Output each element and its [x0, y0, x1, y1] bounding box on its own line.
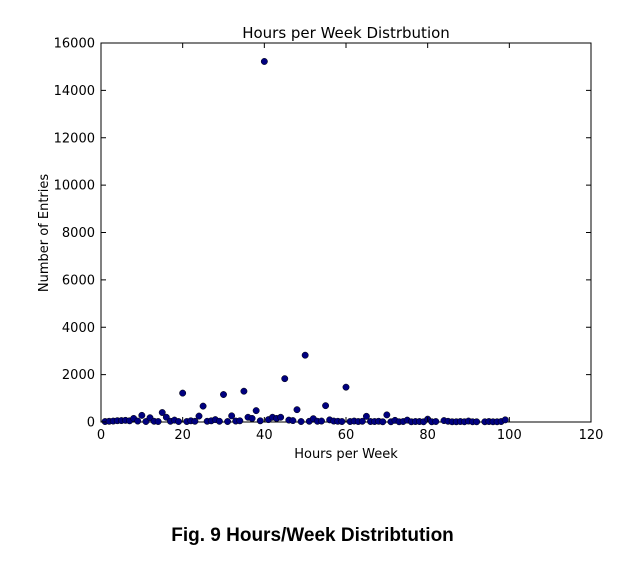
data-point [158, 409, 166, 416]
data-point [195, 412, 203, 420]
data-point [322, 402, 330, 410]
data-point [432, 418, 440, 425]
data-point [281, 375, 289, 383]
data-point [277, 413, 285, 421]
data-point [175, 418, 183, 425]
data-point [224, 418, 232, 425]
data-point [301, 351, 309, 359]
x-tick-label: 100 [497, 428, 522, 443]
data-point [293, 406, 301, 414]
data-points [101, 58, 509, 426]
y-axis-ticks: 0 2000 4000 6000 8000 10000 12000 14000 16000 [54, 37, 591, 431]
data-point [154, 418, 162, 425]
data-point [358, 417, 366, 425]
scatter-chart: Hours per Week Distrbution 0 20 40 60 80 100 1… [37, 24, 604, 462]
data-point [297, 418, 305, 425]
x-tick-label: 60 [338, 428, 355, 443]
data-point [260, 58, 268, 65]
plot-area-border [100, 42, 592, 423]
data-point [252, 407, 260, 415]
data-point [162, 413, 170, 421]
x-tick-label: 40 [256, 428, 273, 443]
data-point [240, 387, 248, 395]
x-tick-label: 120 [579, 428, 604, 443]
y-tick-label: 6000 [62, 273, 95, 288]
data-point [236, 417, 244, 425]
data-point [289, 417, 297, 425]
y-axis-label: Number of Entries [37, 174, 52, 293]
data-point [248, 414, 256, 422]
data-point [338, 418, 346, 425]
data-point [199, 402, 207, 410]
y-tick-label: 4000 [62, 321, 95, 336]
data-point [342, 383, 350, 391]
data-point [501, 416, 509, 424]
data-point [256, 417, 264, 425]
y-tick-label: 2000 [62, 368, 95, 383]
y-tick-label: 8000 [62, 226, 95, 241]
data-point [215, 417, 223, 425]
data-point [134, 417, 142, 425]
data-point [138, 411, 146, 419]
data-point [318, 417, 325, 425]
data-point [473, 418, 481, 426]
data-point [362, 412, 370, 420]
y-tick-label: 14000 [54, 84, 95, 99]
y-tick-label: 12000 [54, 131, 95, 146]
data-point [179, 389, 187, 397]
data-point [383, 411, 391, 419]
plot-frame [100, 42, 592, 423]
chart-title: Hours per Week Distrbution [242, 24, 450, 42]
data-point [379, 418, 387, 426]
data-point [228, 412, 236, 420]
x-axis-label: Hours per Week [294, 447, 398, 462]
y-tick-label: 16000 [54, 37, 95, 52]
x-tick-label: 80 [419, 428, 436, 443]
data-point [220, 391, 227, 398]
x-tick-label: 20 [174, 428, 191, 443]
y-tick-label: 0 [87, 416, 95, 431]
figure-caption: Fig. 9 Hours/Week Distribtution [171, 525, 454, 546]
data-point [191, 417, 199, 425]
y-tick-label: 10000 [54, 179, 95, 194]
x-tick-label: 0 [97, 428, 105, 443]
x-axis-ticks: 0 20 40 60 80 100 120 [97, 43, 604, 443]
